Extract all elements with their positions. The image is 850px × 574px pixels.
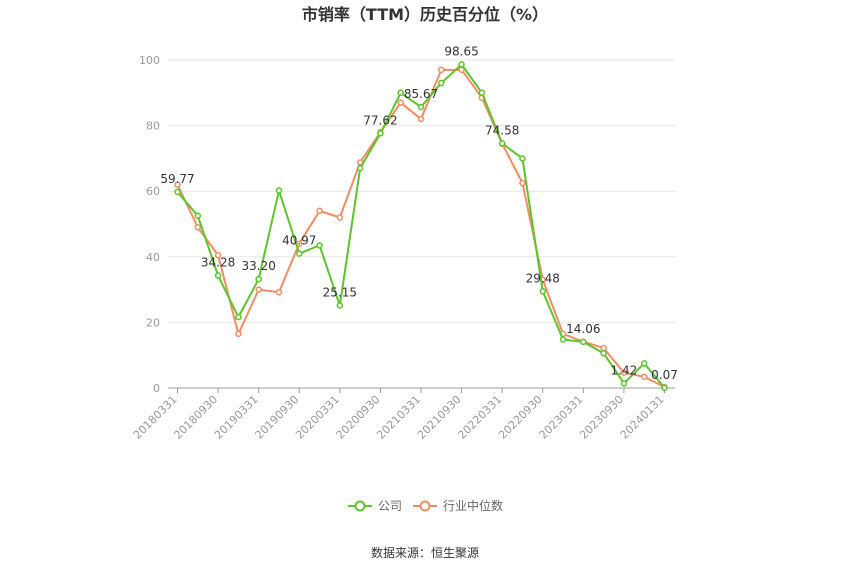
data-label: 14.06 bbox=[566, 322, 600, 336]
y-tick-label: 0 bbox=[153, 382, 160, 395]
grid-lines bbox=[168, 59, 675, 323]
y-tick-label: 40 bbox=[146, 251, 160, 264]
x-axis: 2018033120180930201903312019093020200331… bbox=[131, 387, 675, 442]
data-point[interactable] bbox=[336, 214, 344, 221]
data-point[interactable] bbox=[356, 164, 364, 172]
data-point[interactable] bbox=[397, 99, 404, 106]
data-point[interactable] bbox=[275, 288, 283, 296]
data-point[interactable] bbox=[235, 330, 242, 338]
data-point[interactable] bbox=[174, 188, 181, 196]
data-point[interactable] bbox=[194, 212, 202, 220]
data-point[interactable] bbox=[255, 286, 262, 293]
data-point[interactable] bbox=[316, 207, 323, 215]
data-point[interactable] bbox=[519, 179, 526, 187]
data-point[interactable] bbox=[296, 250, 303, 257]
data-label: 59.77 bbox=[160, 172, 194, 186]
data-point[interactable] bbox=[458, 61, 465, 68]
data-point[interactable] bbox=[559, 336, 567, 343]
data-point[interactable] bbox=[174, 181, 181, 188]
data-point[interactable] bbox=[255, 275, 262, 283]
data-label: 0.07 bbox=[651, 368, 678, 382]
legend-item-industry[interactable]: 行业中位数 bbox=[413, 498, 503, 513]
data-point[interactable] bbox=[539, 288, 546, 295]
data-label: 98.65 bbox=[444, 44, 478, 58]
data-point[interactable] bbox=[640, 360, 648, 367]
data-label: 85.67 bbox=[404, 87, 438, 101]
series-layer bbox=[174, 61, 668, 392]
data-label: 40.97 bbox=[282, 234, 316, 248]
data-point[interactable] bbox=[478, 89, 486, 97]
series-1 bbox=[174, 66, 668, 391]
series-0 bbox=[174, 61, 668, 392]
data-point[interactable] bbox=[336, 302, 344, 309]
data-label: 77.62 bbox=[363, 113, 397, 127]
y-tick-label: 20 bbox=[146, 316, 160, 329]
data-point[interactable] bbox=[377, 130, 384, 137]
data-point[interactable] bbox=[214, 251, 222, 259]
data-point[interactable] bbox=[438, 79, 445, 87]
legend-label-industry: 行业中位数 bbox=[443, 498, 503, 513]
y-tick-label: 60 bbox=[146, 185, 160, 198]
data-label: 25.15 bbox=[323, 286, 357, 300]
data-point[interactable] bbox=[214, 272, 222, 279]
x-tick-label: 20240131 bbox=[618, 393, 667, 442]
data-label: 29.48 bbox=[526, 271, 560, 285]
data-source: 数据来源：恒生聚源 bbox=[371, 545, 479, 560]
data-point[interactable] bbox=[438, 66, 445, 74]
legend-marker-industry bbox=[419, 500, 431, 512]
data-point[interactable] bbox=[600, 344, 607, 352]
series-line bbox=[176, 63, 666, 389]
data-point[interactable] bbox=[235, 313, 242, 321]
data-labels: 59.77 34.28 33.20 40.97 25.15 77.62 85.67 98.65… bbox=[160, 44, 678, 381]
data-point[interactable] bbox=[397, 89, 404, 97]
data-point[interactable] bbox=[275, 187, 283, 194]
data-point[interactable] bbox=[498, 140, 506, 147]
legend: 公司 行业中位数 bbox=[348, 498, 503, 513]
y-tick-label: 80 bbox=[146, 120, 160, 133]
data-label: 33.20 bbox=[241, 259, 275, 273]
data-point[interactable] bbox=[417, 115, 425, 123]
legend-label-company: 公司 bbox=[378, 499, 402, 513]
data-point[interactable] bbox=[580, 338, 587, 346]
data-label: 34.28 bbox=[201, 256, 235, 270]
legend-marker-company bbox=[354, 500, 366, 512]
data-label: 1.42 bbox=[611, 363, 638, 377]
data-point[interactable] bbox=[661, 384, 668, 392]
chart-title: 市销率（TTM）历史百分位（%） bbox=[302, 5, 548, 24]
data-point[interactable] bbox=[620, 380, 628, 387]
y-axis: 0 20 40 60 80 100 bbox=[139, 54, 160, 395]
data-point[interactable] bbox=[620, 369, 628, 376]
y-tick-label: 100 bbox=[139, 54, 160, 67]
data-point[interactable] bbox=[194, 224, 202, 231]
data-point[interactable] bbox=[600, 349, 607, 357]
data-label: 74.58 bbox=[485, 123, 519, 137]
data-point[interactable] bbox=[640, 373, 648, 381]
data-point[interactable] bbox=[519, 155, 526, 162]
data-point[interactable] bbox=[316, 242, 323, 249]
legend-item-company[interactable]: 公司 bbox=[348, 499, 402, 513]
data-point[interactable] bbox=[417, 103, 425, 111]
